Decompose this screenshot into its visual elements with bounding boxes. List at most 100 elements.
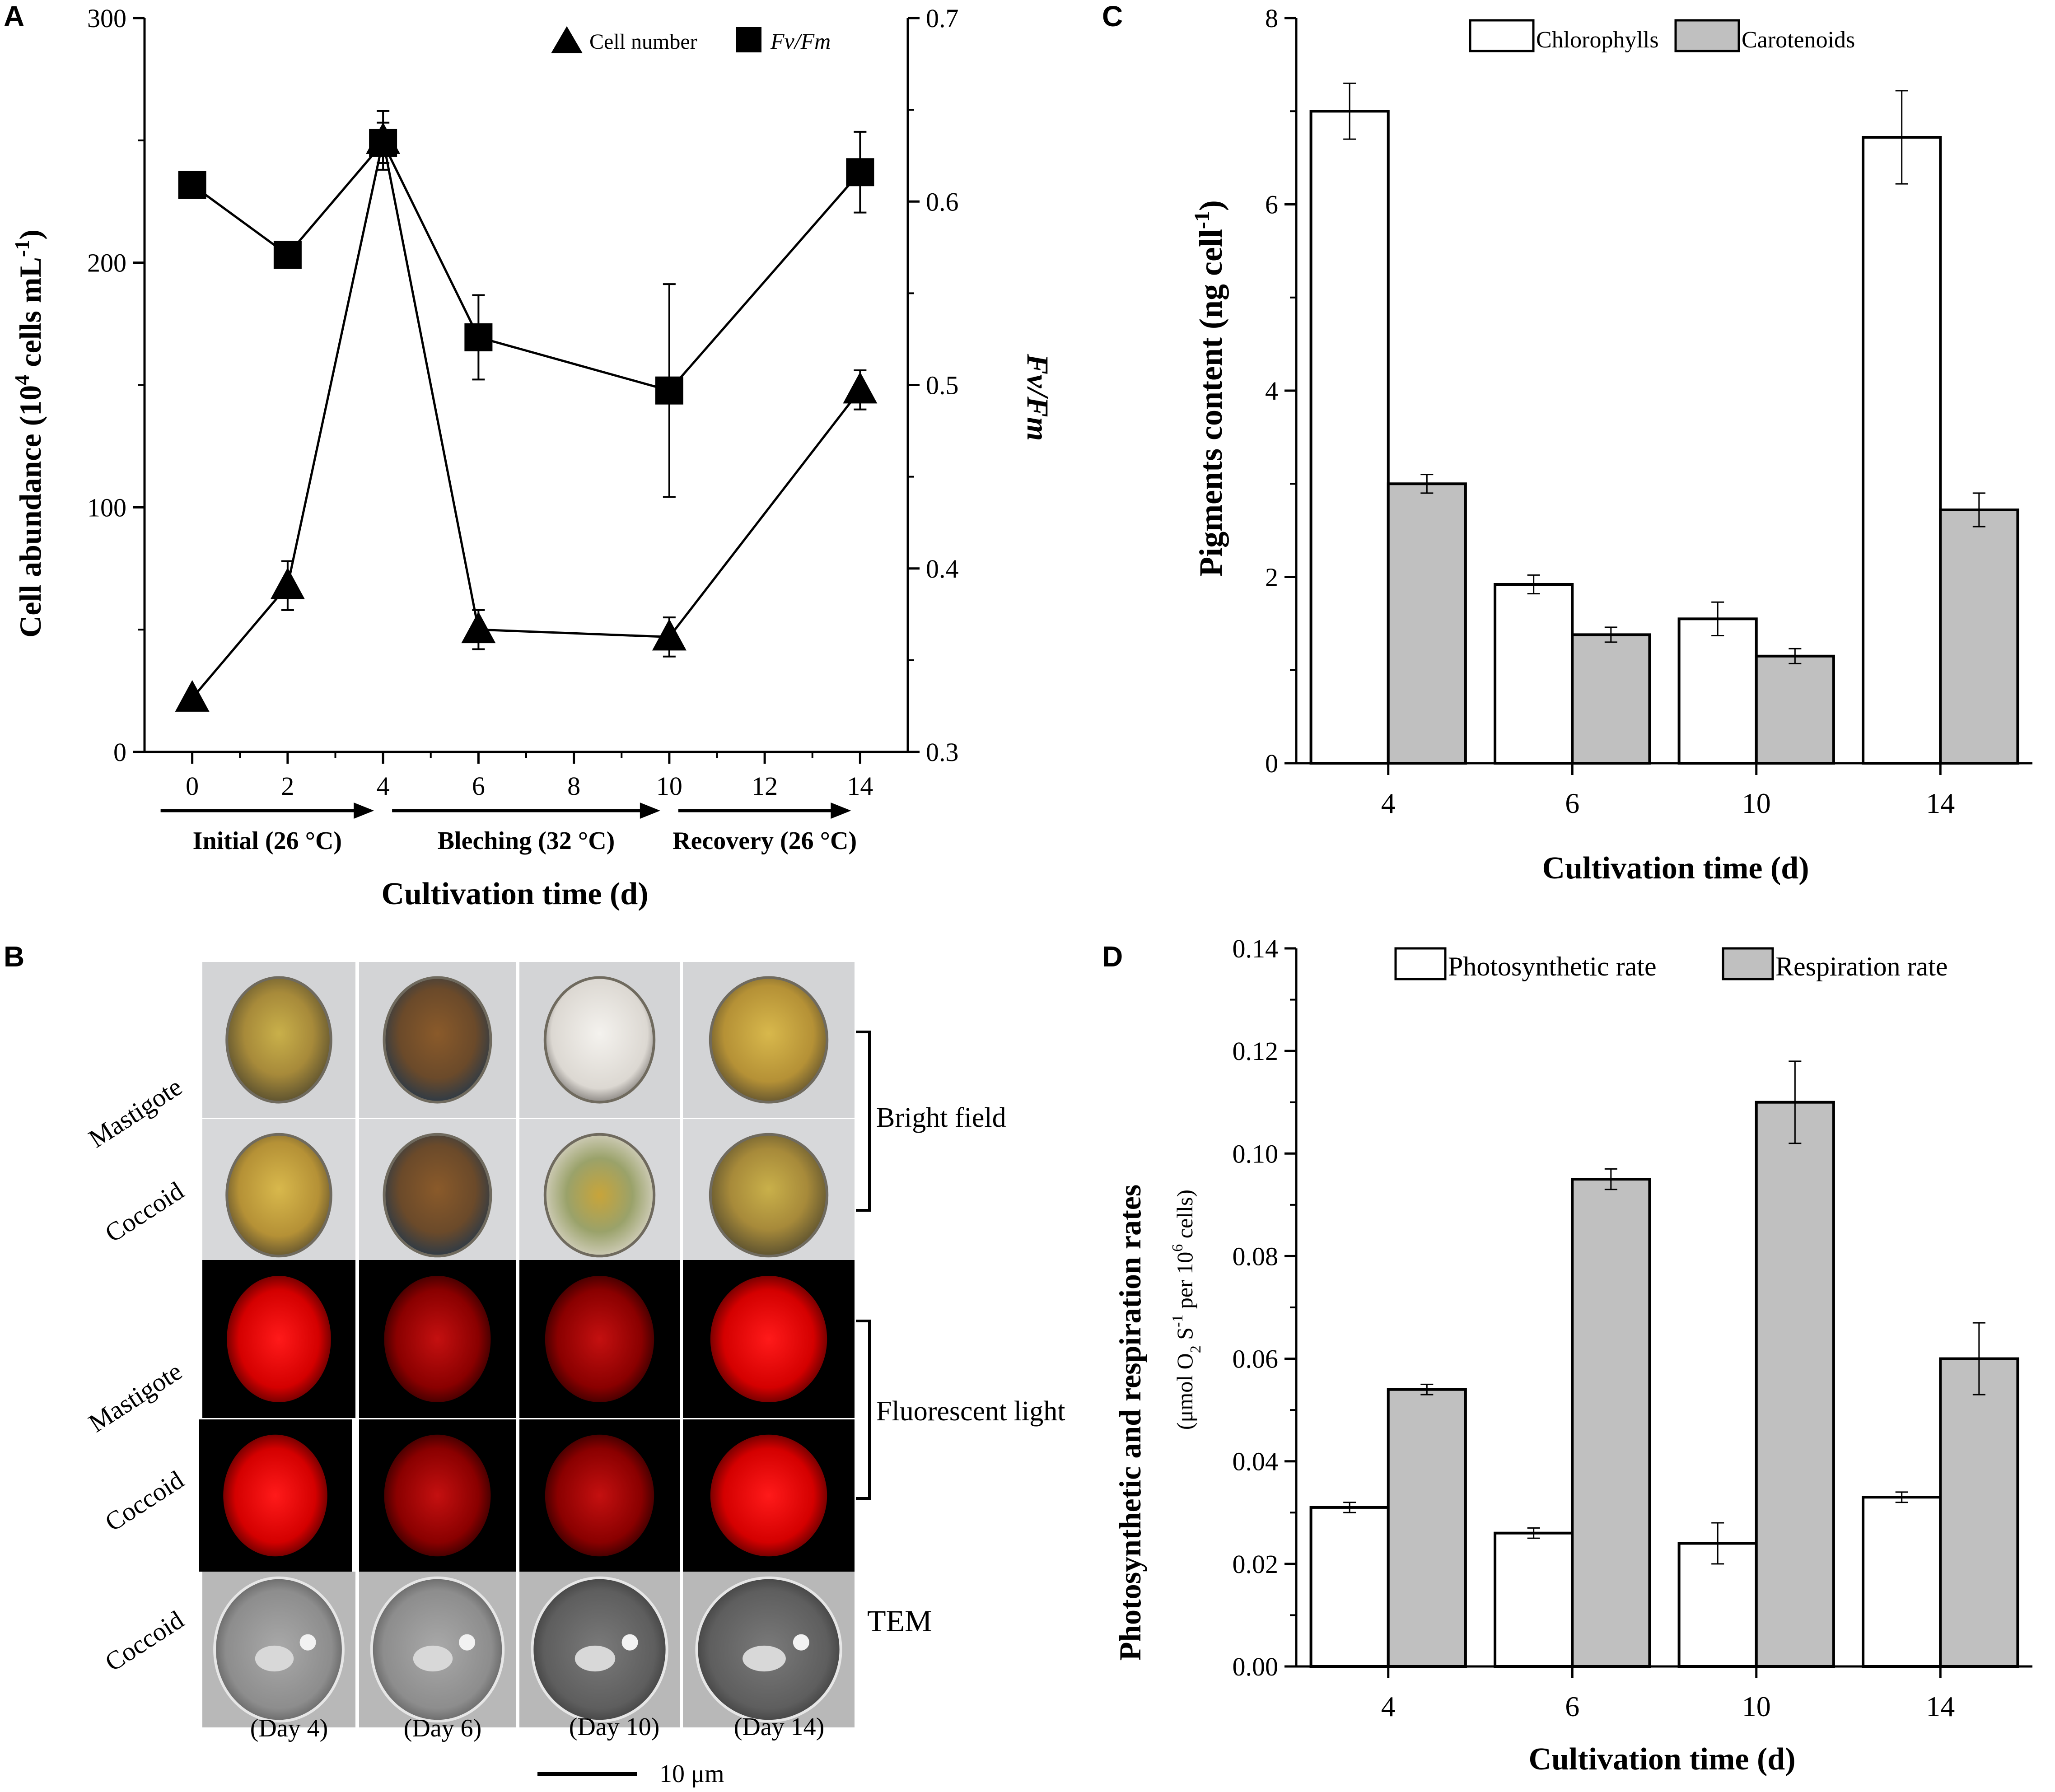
d-y-tick-label: 0.14 bbox=[1233, 934, 1279, 963]
a-point-fvfm bbox=[273, 241, 302, 269]
day-label-14: (Day 14) bbox=[734, 1713, 825, 1741]
c-bar-carotenoids bbox=[1571, 633, 1651, 765]
c-legend-label: Carotenoids bbox=[1742, 27, 1855, 53]
day-label-10: (Day 10) bbox=[569, 1713, 660, 1741]
group-label-bright-field: Bright field bbox=[876, 1102, 1006, 1133]
cell-image bbox=[384, 1276, 491, 1402]
c-bar-carotenoids bbox=[1387, 482, 1467, 765]
c-bar-chlorophylls bbox=[1862, 136, 1942, 765]
a-legend: Cell number Fv/Fm bbox=[551, 26, 831, 54]
cell-image bbox=[223, 1434, 327, 1557]
a-phase-label: Initial (26 °C) bbox=[193, 827, 342, 855]
panel-letter-a: A bbox=[4, 0, 24, 33]
panel-letter-c: C bbox=[1102, 0, 1123, 33]
c-legend-swatch bbox=[1674, 19, 1740, 52]
a-point-cell-number bbox=[270, 567, 305, 599]
c-x-tick-label: 6 bbox=[1565, 787, 1579, 819]
panel-a-line-chart: Cell abundance (104 cells mL-1) Fv/Fm 0 1… bbox=[10, 4, 1055, 911]
bright-field-bracket bbox=[856, 1031, 871, 1212]
d-y-tick-label: 0.12 bbox=[1233, 1036, 1279, 1066]
day-label-6: (Day 6) bbox=[404, 1714, 482, 1742]
a-phase-arrow-head bbox=[640, 803, 660, 819]
a-x-axis-label: Cultivation time (d) bbox=[381, 877, 648, 911]
a-x-tick-label: 4 bbox=[377, 771, 390, 801]
c-bar-chlorophylls bbox=[1309, 110, 1390, 765]
a-series-line-cell-number bbox=[191, 140, 861, 699]
a-x-tick-label: 12 bbox=[752, 771, 778, 801]
d-x-tick-label: 14 bbox=[1926, 1690, 1955, 1722]
d-legend-swatch bbox=[1394, 947, 1447, 980]
cell-image bbox=[543, 1133, 656, 1258]
a-legend-cell-number: Cell number bbox=[589, 30, 697, 54]
cell-organelle bbox=[743, 1645, 786, 1672]
row-label-coccoid-bright: Coccoid bbox=[100, 1176, 189, 1248]
d-bar-photosynthetic-rate bbox=[1862, 1496, 1942, 1668]
cell-image bbox=[709, 976, 829, 1104]
row-label-coccoid-fluor: Coccoid bbox=[100, 1465, 189, 1537]
a-series-line-fvfm bbox=[191, 140, 861, 392]
cell-vacuole bbox=[793, 1634, 809, 1651]
cell-image bbox=[709, 1133, 829, 1258]
c-bar-carotenoids bbox=[1755, 654, 1835, 765]
a-point-cell-number bbox=[366, 122, 401, 154]
d-y-tick-label: 0.08 bbox=[1233, 1241, 1279, 1271]
cell-organelle bbox=[413, 1645, 453, 1672]
a-point-fvfm bbox=[464, 323, 493, 351]
c-y-tick-label: 0 bbox=[1265, 749, 1278, 778]
d-bar-photosynthetic-rate bbox=[1309, 1506, 1390, 1668]
a-point-cell-number bbox=[175, 680, 210, 712]
a-y2-axis-label: Fv/Fm bbox=[1021, 354, 1055, 441]
cell-image bbox=[383, 976, 492, 1104]
a-y-tick-label: 200 bbox=[87, 248, 126, 278]
fluorescent-bracket bbox=[856, 1320, 871, 1500]
group-label-tem: TEM bbox=[867, 1604, 932, 1638]
a-y-tick-label: 100 bbox=[87, 493, 126, 522]
d-y-axis-label: Photosynthetic and respiration rates bbox=[1113, 1185, 1147, 1661]
cell-image bbox=[225, 976, 332, 1104]
d-bar-respiration-rate bbox=[1387, 1388, 1467, 1668]
cell-image bbox=[227, 1276, 331, 1402]
a-phase-arrow-head bbox=[831, 803, 851, 819]
cell-vacuole bbox=[621, 1634, 638, 1651]
d-y-axis-sublabel: (μmol O2 S-1 per 106 cells) bbox=[1169, 1190, 1204, 1430]
a-y2-tick-label: 0.6 bbox=[926, 187, 959, 216]
a-phase-arrow-head bbox=[354, 803, 374, 819]
a-y2-tick-label: 0.4 bbox=[926, 554, 959, 583]
a-phase-label: Recovery (26 °C) bbox=[673, 827, 857, 855]
c-y-tick-label: 4 bbox=[1265, 376, 1278, 406]
panel-letter-d: D bbox=[1102, 940, 1123, 973]
row-label-mastigote-bright: Mastigote bbox=[83, 1072, 187, 1153]
cell-image bbox=[384, 1434, 491, 1557]
c-bar-chlorophylls bbox=[1677, 617, 1758, 765]
c-y-tick-label: 6 bbox=[1265, 190, 1278, 219]
a-point-fvfm bbox=[655, 376, 683, 405]
a-x-tick-label: 10 bbox=[656, 771, 682, 801]
a-legend-square-icon bbox=[736, 27, 761, 52]
d-legend-swatch bbox=[1722, 947, 1774, 980]
a-legend-triangle-icon bbox=[551, 26, 583, 53]
cell-organelle bbox=[255, 1645, 294, 1672]
group-label-fluorescent: Fluorescent light bbox=[876, 1396, 1065, 1427]
d-bar-photosynthetic-rate bbox=[1494, 1531, 1574, 1668]
cell-vacuole bbox=[459, 1634, 476, 1651]
c-legend-swatch bbox=[1469, 19, 1535, 52]
a-y-tick-label: 0 bbox=[113, 737, 126, 767]
d-bar-respiration-rate bbox=[1571, 1178, 1651, 1668]
c-legend-label: Chlorophylls bbox=[1536, 27, 1659, 53]
d-x-tick-label: 6 bbox=[1565, 1690, 1579, 1722]
c-x-axis-label: Cultivation time (d) bbox=[1542, 851, 1809, 886]
c-y-axis-label: Pigments content (ng cell-1) bbox=[1190, 200, 1229, 577]
cell-image bbox=[710, 1434, 827, 1557]
a-y2-tick-label: 0.5 bbox=[926, 371, 959, 400]
d-x-tick-label: 4 bbox=[1381, 1690, 1396, 1722]
a-y2-tick-label: 0.3 bbox=[926, 737, 959, 767]
a-phase-label: Bleching (32 °C) bbox=[438, 827, 615, 855]
cell-vacuole bbox=[299, 1634, 316, 1651]
a-y2-tick-label: 0.7 bbox=[926, 4, 959, 33]
a-point-fvfm bbox=[178, 171, 206, 199]
a-legend-fvfm: Fv/Fm bbox=[770, 28, 831, 54]
d-y-tick-label: 0.00 bbox=[1233, 1652, 1279, 1681]
row-label-coccoid-tem: Coccoid bbox=[100, 1605, 189, 1677]
d-x-tick-label: 10 bbox=[1742, 1690, 1771, 1722]
